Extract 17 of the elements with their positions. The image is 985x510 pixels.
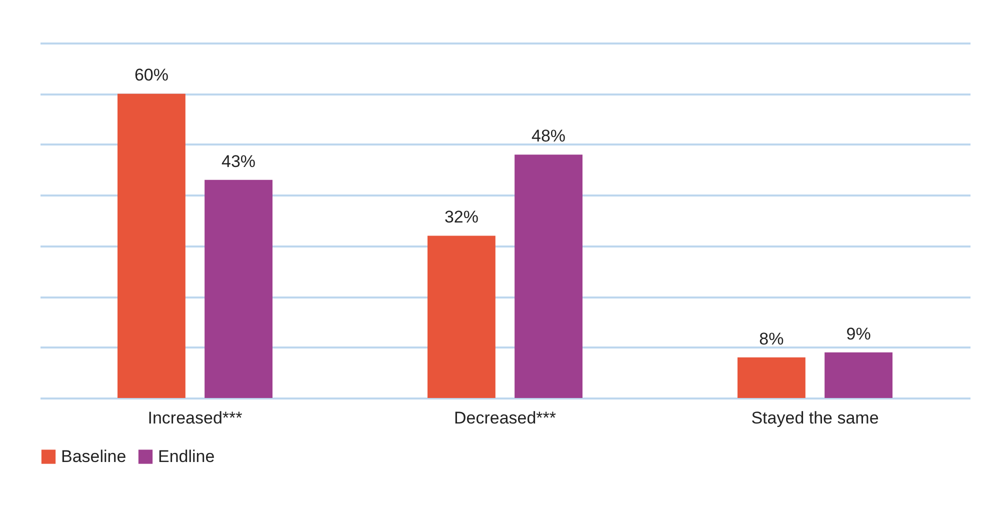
bar [738,357,806,398]
data-label: 60% [134,66,168,85]
bar [514,154,582,398]
legend-label: Baseline [61,446,126,466]
bar [824,352,892,398]
x-tick-label: Stayed the same [751,408,879,428]
bar [204,180,272,398]
data-label: 32% [444,208,478,227]
data-label: 48% [532,126,566,146]
data-label: 8% [759,329,784,348]
bar [118,94,186,398]
bar [428,236,496,398]
x-tick-label: Increased*** [148,408,243,428]
data-label: 43% [222,152,256,171]
legend-label: Endline [158,446,215,466]
x-tick-label: Decreased*** [454,408,556,428]
data-label: 9% [846,324,871,344]
